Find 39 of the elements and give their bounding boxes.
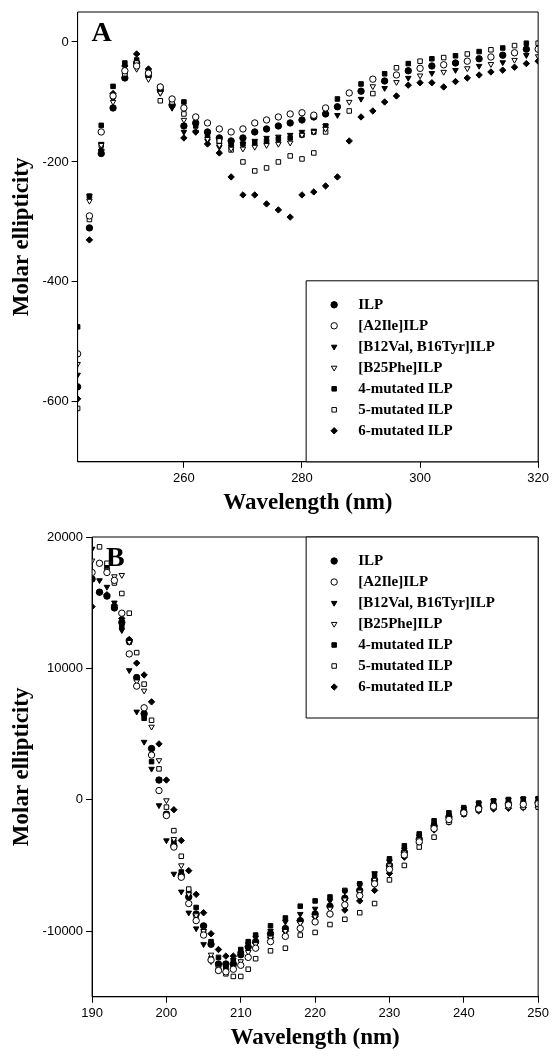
legend-label: ILP [358, 551, 384, 568]
legend-label: [A2Ile]ILP [358, 572, 429, 589]
x-tick-label: 260 [173, 470, 195, 486]
x-tick-label: 230 [378, 1005, 401, 1021]
legend-label: [B25Phe]ILP [358, 358, 443, 375]
x-tick-label: 250 [527, 1005, 550, 1021]
legend-label: ILP [358, 295, 384, 312]
x-tick-label: 320 [527, 470, 550, 486]
x-tick-label: 280 [291, 470, 313, 486]
y-tick-label: 0 [61, 33, 69, 49]
y-tick-label: -400 [42, 273, 69, 289]
y-axis-title: Molar ellipticity [7, 157, 33, 317]
x-tick-label: 210 [229, 1005, 252, 1021]
annotation: B [106, 541, 125, 573]
x-tick-label: 240 [452, 1005, 475, 1021]
legend-label: [B25Phe]ILP [358, 614, 443, 631]
legend-label: [A2Ile]ILP [358, 316, 429, 333]
legend-label: 4-mutated ILP [358, 635, 453, 652]
y-tick-label: 20000 [46, 528, 84, 544]
legend-label: 6-mutated ILP [358, 421, 453, 438]
y-tick-label: 10000 [46, 659, 84, 675]
y-axis-title: Molar ellipticity [7, 687, 33, 847]
legend-label: [B12Val, B16Tyr]ILP [358, 593, 495, 610]
legend-label: 5-mutated ILP [358, 400, 453, 417]
y-tick-label: -10000 [42, 922, 84, 938]
y-tick-label: 0 [75, 791, 84, 807]
legend-label: 4-mutated ILP [358, 379, 453, 396]
legend-label: 5-mutated ILP [358, 656, 453, 673]
legend-label: 6-mutated ILP [358, 677, 453, 694]
annotation: A [91, 16, 113, 48]
x-tick-label: 300 [409, 470, 431, 486]
x-tick-label: 220 [304, 1005, 326, 1021]
y-tick-label: -600 [42, 393, 69, 409]
x-axis-title: Wavelength (nm) [223, 489, 393, 515]
legend-label: [B12Val, B16Tyr]ILP [358, 337, 495, 354]
x-tick-label: 190 [81, 1005, 103, 1021]
x-axis-title: Wavelength (nm) [230, 1024, 400, 1050]
x-tick-label: 200 [155, 1005, 178, 1021]
y-tick-label: -200 [42, 153, 69, 169]
